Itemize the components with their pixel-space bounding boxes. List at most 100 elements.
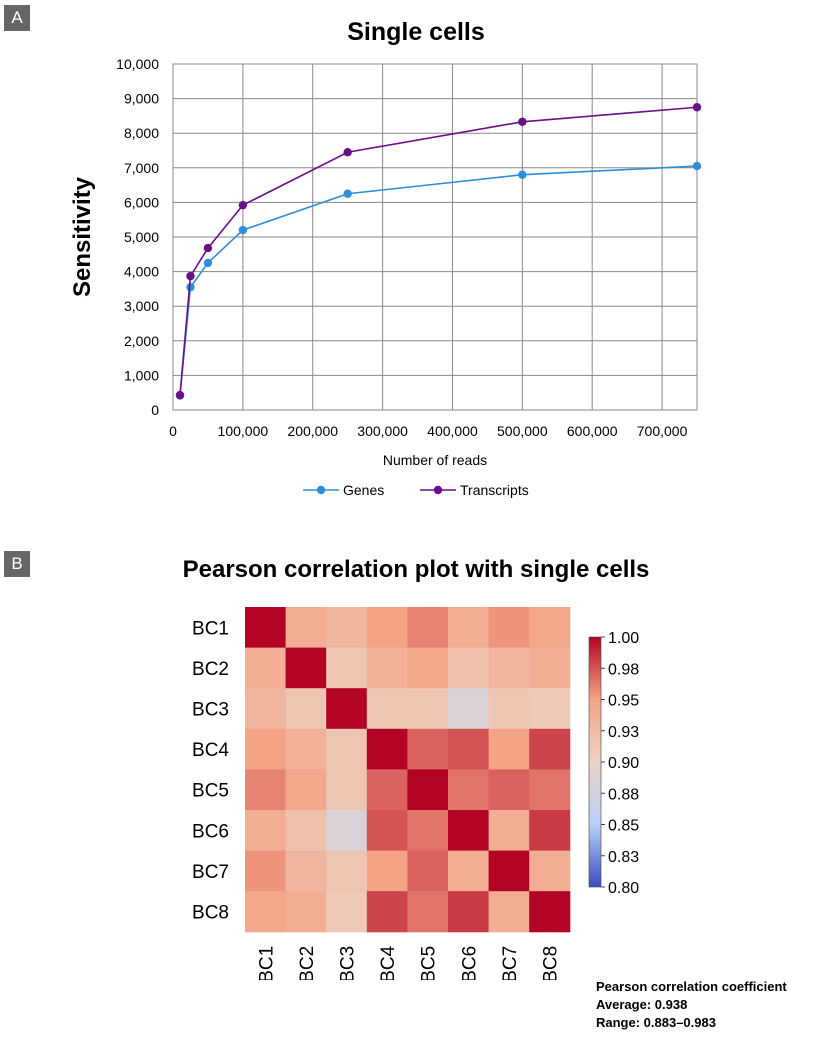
- summary-heading: Pearson correlation coefficient: [596, 979, 787, 994]
- row-label: BC7: [192, 862, 229, 883]
- heatmap-cell: [245, 769, 287, 811]
- line-chart: 0 1,000 2,000 3,000 4,000 5,000 6,000 7,000 8,00…: [69, 56, 702, 498]
- row-label: BC3: [192, 700, 229, 721]
- heatmap-cell: [326, 850, 368, 892]
- heatmap-cell: [326, 607, 368, 649]
- heatmap-cell: [448, 891, 490, 933]
- heatmap-cell: [326, 728, 368, 770]
- heatmap-cell: [366, 891, 408, 933]
- heatmap-cell: [407, 607, 449, 649]
- heatmap-cell: [245, 728, 287, 770]
- heatmap-cell: [529, 728, 571, 770]
- col-label: BC2: [297, 946, 318, 980]
- heatmap-cell: [407, 728, 449, 770]
- data-point-transcripts: [518, 117, 527, 126]
- data-point-transcripts: [186, 271, 195, 281]
- heatmap-cell: [245, 891, 287, 933]
- y-tick-label: 4,000: [124, 264, 159, 280]
- row-label: BC5: [192, 781, 229, 802]
- col-label: BC7: [500, 946, 521, 980]
- data-point-transcripts: [238, 200, 248, 210]
- panel-a-tag: A: [4, 5, 30, 31]
- heatmap-cell: [366, 728, 408, 770]
- heatmap-cell: [326, 891, 368, 933]
- heatmap-cell: [285, 647, 327, 689]
- y-tick-label: 5,000: [124, 229, 159, 245]
- panel-b-tag: B: [4, 551, 30, 577]
- heatmap-cell: [448, 647, 490, 689]
- colorbar-tick-label: 0.90: [608, 755, 639, 772]
- summary-range: Range: 0.883–0.983: [596, 1015, 716, 1030]
- colorbar-tick-label: 0.83: [608, 849, 639, 866]
- heatmap-cell: [366, 850, 408, 892]
- legend-marker: [316, 485, 326, 495]
- colorbar-tick-label: 0.98: [608, 661, 639, 678]
- heatmap-cell: [285, 891, 327, 933]
- heatmap-cell: [488, 891, 530, 933]
- heatmap-cell: [407, 688, 449, 730]
- col-label: BC3: [338, 946, 359, 980]
- col-label: BC6: [459, 946, 480, 980]
- heatmap-cell: [488, 810, 530, 852]
- legend-label: Transcripts: [460, 482, 529, 498]
- colorbar-tick-label: 0.85: [608, 818, 639, 835]
- data-point-transcripts: [692, 103, 702, 112]
- heatmap-cell: [448, 607, 490, 649]
- series-line-transcripts: [179, 106, 698, 396]
- heatmap-cell: [488, 647, 530, 689]
- data-point-genes: [186, 282, 195, 292]
- heatmap-cell: [366, 647, 408, 689]
- x-tick-label: 700,000: [637, 423, 688, 439]
- data-point-transcripts: [343, 148, 352, 157]
- row-label: BC2: [192, 659, 229, 680]
- row-label: BC6: [192, 821, 229, 842]
- series-line-genes: [179, 165, 698, 396]
- data-point-transcripts: [203, 243, 213, 253]
- colorbar-tick-label: 1.00: [608, 630, 639, 647]
- heatmap-cell: [488, 850, 530, 892]
- col-label: BC5: [419, 946, 440, 980]
- x-tick-label: 400,000: [427, 423, 478, 439]
- x-axis-label: Number of reads: [383, 452, 487, 468]
- col-label: BC4: [378, 945, 399, 980]
- heatmap-cell: [448, 850, 490, 892]
- heatmap-cell: [366, 607, 408, 649]
- y-axis-label: Sensitivity: [69, 176, 96, 297]
- heatmap-cell: [285, 688, 327, 730]
- heatmap-cell: [326, 769, 368, 811]
- heatmap-cell: [529, 647, 571, 689]
- y-tick-label: 9,000: [124, 91, 159, 107]
- x-tick-label: 500,000: [497, 423, 548, 439]
- heatmap-cell: [529, 688, 571, 730]
- heatmap-cell: [529, 769, 571, 811]
- heatmap-cell: [366, 769, 408, 811]
- col-label: BC1: [256, 946, 277, 980]
- heatmap-cell: [285, 850, 327, 892]
- x-tick-label: 600,000: [567, 423, 618, 439]
- colorbar-tick-label: 0.80: [608, 880, 639, 897]
- heatmap-cell: [245, 688, 287, 730]
- heatmap-cell: [407, 891, 449, 933]
- x-tick-label: 200,000: [287, 423, 338, 439]
- line-chart-title: Single cells: [347, 18, 485, 46]
- x-tick-label: 100,000: [218, 423, 269, 439]
- row-label: BC4: [192, 740, 229, 761]
- heatmap-cell: [366, 688, 408, 730]
- summary-average: Average: 0.938: [596, 997, 688, 1012]
- heatmap-cell: [366, 810, 408, 852]
- heatmap-cell: [529, 891, 571, 933]
- heatmap-cell: [285, 810, 327, 852]
- heatmap-cell: [285, 728, 327, 770]
- colorbar: [588, 636, 602, 888]
- heatmap-cell: [407, 850, 449, 892]
- heatmap-cell: [407, 810, 449, 852]
- heatmap-cell: [326, 688, 368, 730]
- heatmap-cell: [245, 607, 287, 649]
- y-tick-label: 10,000: [116, 56, 159, 72]
- heatmap-cell: [529, 607, 571, 649]
- heatmap-cell: [285, 607, 327, 649]
- heatmap-title: Pearson correlation plot with single cel…: [182, 556, 650, 583]
- data-point-genes: [343, 189, 352, 198]
- data-point-genes: [692, 161, 702, 171]
- colorbar-tick-label: 0.95: [608, 693, 639, 710]
